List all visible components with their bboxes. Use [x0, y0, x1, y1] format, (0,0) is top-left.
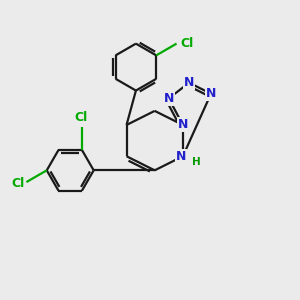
- Text: N: N: [176, 150, 187, 163]
- Text: N: N: [206, 87, 216, 100]
- Text: H: H: [192, 157, 200, 167]
- Text: Cl: Cl: [75, 111, 88, 124]
- Text: Cl: Cl: [11, 177, 24, 190]
- Text: N: N: [164, 92, 174, 105]
- Text: N: N: [178, 118, 188, 131]
- Text: N: N: [184, 76, 194, 89]
- Text: Cl: Cl: [180, 37, 193, 50]
